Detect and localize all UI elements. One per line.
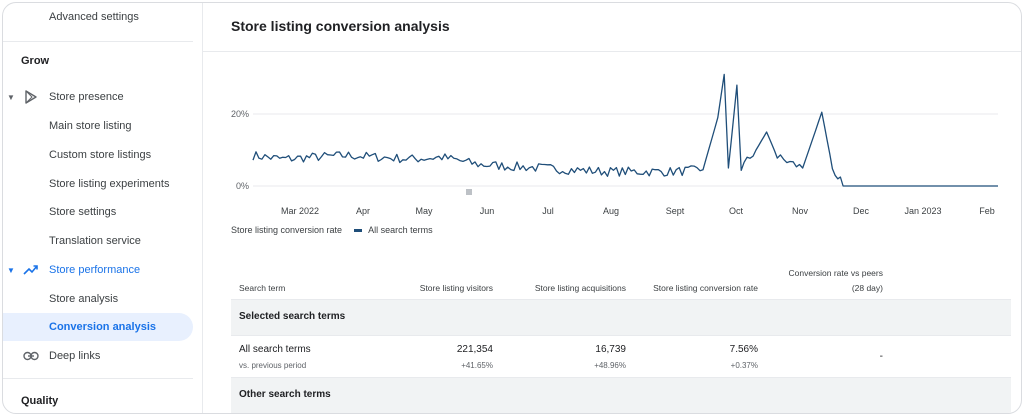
sidebar-item-conversion-analysis[interactable]: Conversion analysis (3, 313, 193, 341)
column-header-conversion-rate[interactable]: Store listing conversion rate (653, 283, 758, 293)
comparison-label: vs. previous period (239, 361, 307, 370)
x-tick-label: Jul (542, 206, 554, 216)
y-tick-label: 0% (236, 181, 249, 191)
page-header: Store listing conversion analysis (203, 3, 1021, 52)
column-header-visitors[interactable]: Store listing visitors (419, 283, 493, 293)
sidebar-item-deep-links[interactable]: Deep links (3, 342, 193, 370)
sidebar-item-store-settings[interactable]: Store settings (3, 198, 193, 226)
column-header-search-term[interactable]: Search term (239, 283, 286, 293)
y-tick-label: 20% (231, 109, 249, 119)
row-divider (231, 377, 1011, 378)
acquisitions-change: +48.96% (594, 361, 626, 370)
sidebar-item-store-presence[interactable]: ▼ Store presence (3, 83, 193, 111)
row-divider (231, 335, 1011, 336)
main-content: Store listing conversion analysis 20% 0% M… (203, 3, 1021, 413)
vs-peers-value: - (879, 351, 883, 362)
sidebar-section-grow: Grow (21, 55, 50, 67)
sidebar-divider (3, 41, 193, 42)
sidebar-item-label: Store analysis (49, 293, 119, 305)
conversion-rate-value: 7.56% (729, 344, 758, 355)
sidebar-item-label: Deep links (49, 350, 101, 362)
x-tick-label: Nov (792, 206, 809, 216)
sidebar-item-store-performance[interactable]: ▼ Store performance (3, 256, 193, 284)
sidebar-item-label: Store presence (49, 91, 124, 103)
series-line (252, 73, 998, 187)
sidebar-item-label: Conversion analysis (49, 321, 156, 333)
chart-svg: 20% 0% Mar 2022 Apr May Jun Jul Aug Sept Oct Nov De… (231, 73, 998, 216)
group-row-other: Other search terms (231, 378, 1011, 413)
legend-metric-label: Store listing conversion rate (231, 225, 343, 235)
sidebar-item-label: Advanced settings (49, 11, 139, 23)
x-tick-label: Dec (853, 206, 870, 216)
column-header-vs-peers-period: (28 day) (851, 283, 883, 293)
sidebar-item-store-listing-experiments[interactable]: Store listing experiments (3, 170, 193, 198)
legend-series-label[interactable]: All search terms (368, 225, 433, 235)
x-tick-label: May (415, 206, 433, 216)
sidebar-item-advanced-settings[interactable]: Advanced settings (3, 3, 193, 31)
group-label: Other search terms (239, 389, 331, 400)
row-divider (231, 299, 1011, 300)
sidebar-item-label: Translation service (49, 235, 141, 247)
trending-up-icon (22, 261, 40, 279)
chart-legend: Store listing conversion rate All search… (231, 225, 433, 235)
x-tick-label: Apr (356, 206, 370, 216)
conversion-chart: 20% 0% Mar 2022 Apr May Jun Jul Aug Sept Oct Nov De… (203, 53, 1021, 223)
group-label: Selected search terms (239, 311, 346, 322)
play-icon (22, 88, 40, 106)
x-tick-label: Feb (979, 206, 995, 216)
visitors-value: 221,354 (456, 344, 493, 355)
conversion-rate-change: +0.37% (730, 361, 758, 370)
sidebar-item-label: Store listing experiments (49, 178, 170, 190)
acquisitions-value: 16,739 (595, 344, 626, 355)
x-tick-label: Jan 2023 (904, 206, 941, 216)
x-tick-label: Sept (666, 206, 685, 216)
x-tick-label: Aug (603, 206, 619, 216)
sidebar-item-translation-service[interactable]: Translation service (3, 227, 193, 255)
x-tick-label: Jun (480, 206, 495, 216)
x-tick-label: Oct (729, 206, 744, 216)
sidebar-item-label: Custom store listings (49, 149, 152, 161)
sidebar-item-main-store-listing[interactable]: Main store listing (3, 112, 193, 140)
sidebar-item-custom-store-listings[interactable]: Custom store listings (3, 141, 193, 169)
visitors-change: +41.65% (461, 361, 493, 370)
legend-swatch (354, 228, 363, 232)
caret-down-icon[interactable]: ▼ (7, 92, 15, 102)
sidebar-item-label: Main store listing (49, 120, 132, 132)
sidebar-section-quality: Quality (21, 395, 59, 407)
search-term-cell: All search terms (239, 344, 311, 355)
sidebar-item-label: Store performance (49, 264, 141, 276)
sidebar-item-label: Store settings (49, 206, 117, 218)
link-icon (22, 347, 40, 365)
caret-down-icon[interactable]: ▼ (7, 265, 15, 275)
sidebar-divider (3, 378, 193, 379)
page-title: Store listing conversion analysis (231, 18, 450, 34)
group-row-selected: Selected search terms (231, 300, 1011, 335)
column-header-acquisitions[interactable]: Store listing acquisitions (534, 283, 626, 293)
sidebar-item-store-analysis[interactable]: Store analysis (3, 285, 193, 313)
column-header-vs-peers[interactable]: Conversion rate vs peers (788, 268, 884, 278)
x-tick-label: Mar 2022 (281, 206, 319, 216)
sidebar-nav: Advanced settings Grow ▼ Store presence … (3, 3, 203, 413)
chart-range-handle (466, 189, 472, 195)
